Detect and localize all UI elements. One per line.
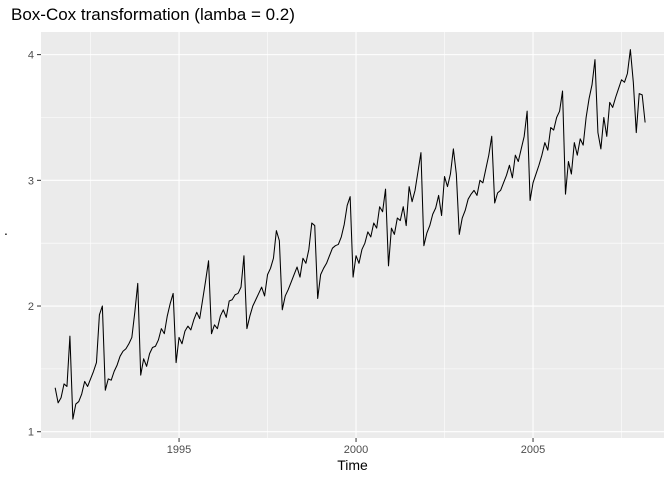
axes: 1995 2000 2005 1 2 3 4 xyxy=(28,50,545,456)
y-axis-title: . xyxy=(4,222,8,238)
grid xyxy=(41,32,664,438)
plot-panel xyxy=(41,32,664,438)
y-tick-label: 3 xyxy=(28,175,34,187)
series-layer xyxy=(54,49,646,420)
x-tick-label: 2000 xyxy=(344,444,368,456)
x-axis-title: Time xyxy=(337,457,368,473)
y-tick-label: 1 xyxy=(28,427,34,439)
y-tick-label: 4 xyxy=(28,50,34,62)
x-tick-label: 1995 xyxy=(167,444,191,456)
y-tick-label: 2 xyxy=(28,301,34,313)
series-line xyxy=(54,49,646,420)
x-tick-label: 2005 xyxy=(521,444,545,456)
chart-title: Box-Cox transformation (lamba = 0.2) xyxy=(11,5,295,24)
